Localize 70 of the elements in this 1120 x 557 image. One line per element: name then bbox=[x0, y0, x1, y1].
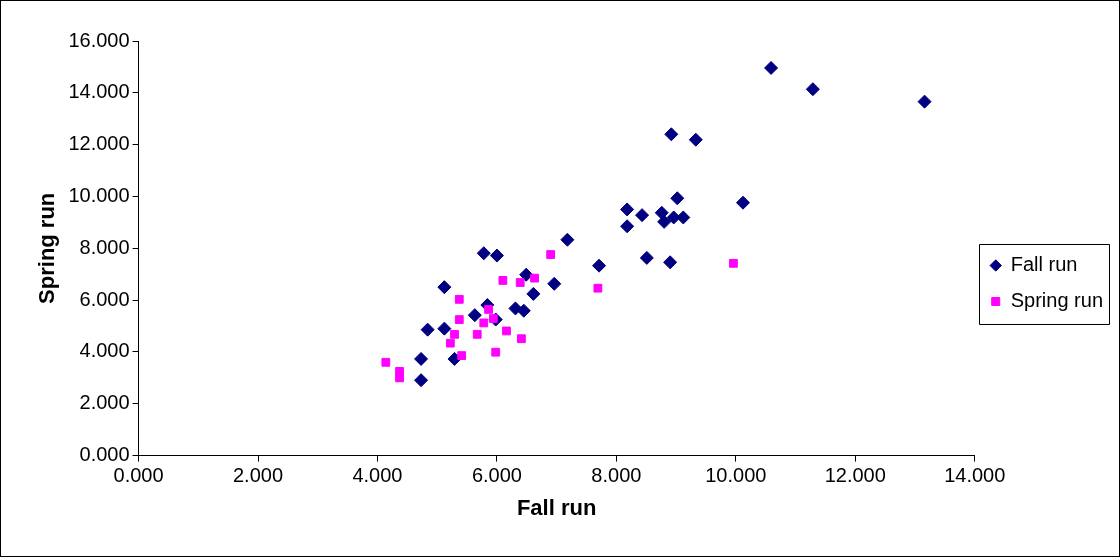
x-tick-label: 12.000 bbox=[824, 464, 886, 487]
point bbox=[620, 219, 635, 234]
point bbox=[805, 82, 820, 97]
point bbox=[635, 208, 650, 223]
point bbox=[437, 321, 452, 336]
y-tick-label: 6.000 bbox=[79, 287, 130, 310]
legend-label: Spring run bbox=[1010, 289, 1104, 312]
point bbox=[414, 373, 429, 388]
point bbox=[592, 258, 607, 273]
y-tick-label: 2.000 bbox=[79, 391, 130, 414]
point bbox=[764, 60, 779, 75]
point bbox=[593, 283, 603, 293]
point bbox=[735, 195, 750, 210]
x-tick-label: 4.000 bbox=[352, 464, 403, 487]
x-tick-label: 6.000 bbox=[471, 464, 522, 487]
point bbox=[420, 322, 435, 337]
point bbox=[654, 205, 669, 220]
point bbox=[729, 258, 738, 268]
point bbox=[414, 351, 429, 366]
x-tick-label: 14.000 bbox=[944, 464, 1006, 487]
point bbox=[688, 132, 703, 147]
y-tick-label: 12.000 bbox=[68, 132, 130, 155]
x-axis-title: Fall run bbox=[516, 494, 597, 520]
point bbox=[516, 303, 531, 318]
point bbox=[437, 280, 452, 295]
point bbox=[479, 318, 489, 328]
point bbox=[547, 276, 562, 291]
y-tick-label: 4.000 bbox=[79, 339, 130, 362]
y-tick-label: 0.000 bbox=[79, 443, 130, 466]
y-axis-title: Spring run bbox=[34, 192, 60, 304]
point bbox=[476, 246, 491, 261]
point bbox=[519, 267, 534, 282]
point bbox=[657, 214, 672, 229]
point bbox=[472, 329, 482, 339]
point bbox=[454, 294, 464, 304]
point bbox=[467, 308, 482, 323]
point bbox=[676, 210, 691, 225]
point bbox=[489, 248, 504, 263]
point bbox=[664, 127, 679, 142]
point bbox=[454, 315, 464, 324]
point bbox=[498, 276, 508, 285]
y-tick-label: 14.000 bbox=[68, 80, 130, 103]
point bbox=[445, 338, 455, 348]
x-tick-label: 0.000 bbox=[113, 464, 164, 487]
legend-label: Fall run bbox=[1010, 253, 1078, 276]
point bbox=[620, 202, 635, 217]
point bbox=[484, 305, 493, 314]
point bbox=[666, 210, 681, 225]
y-tick-label: 16.000 bbox=[68, 28, 130, 51]
point bbox=[526, 286, 541, 301]
point bbox=[639, 250, 654, 265]
point bbox=[517, 334, 526, 344]
x-tick-label: 8.000 bbox=[591, 464, 642, 487]
y-tick-label: 8.000 bbox=[79, 235, 130, 258]
point bbox=[546, 250, 556, 259]
point bbox=[515, 278, 525, 287]
point bbox=[917, 94, 932, 109]
point bbox=[450, 329, 459, 339]
point bbox=[560, 232, 575, 247]
point bbox=[457, 351, 467, 360]
x-tick-label: 2.000 bbox=[232, 464, 284, 487]
point bbox=[395, 373, 404, 383]
point bbox=[491, 347, 501, 357]
x-tick-label: 10.000 bbox=[705, 464, 767, 487]
point bbox=[502, 326, 511, 336]
point bbox=[530, 273, 539, 283]
point bbox=[663, 255, 678, 270]
point bbox=[381, 357, 391, 367]
point bbox=[670, 191, 685, 206]
y-tick-label: 10.000 bbox=[68, 183, 130, 206]
